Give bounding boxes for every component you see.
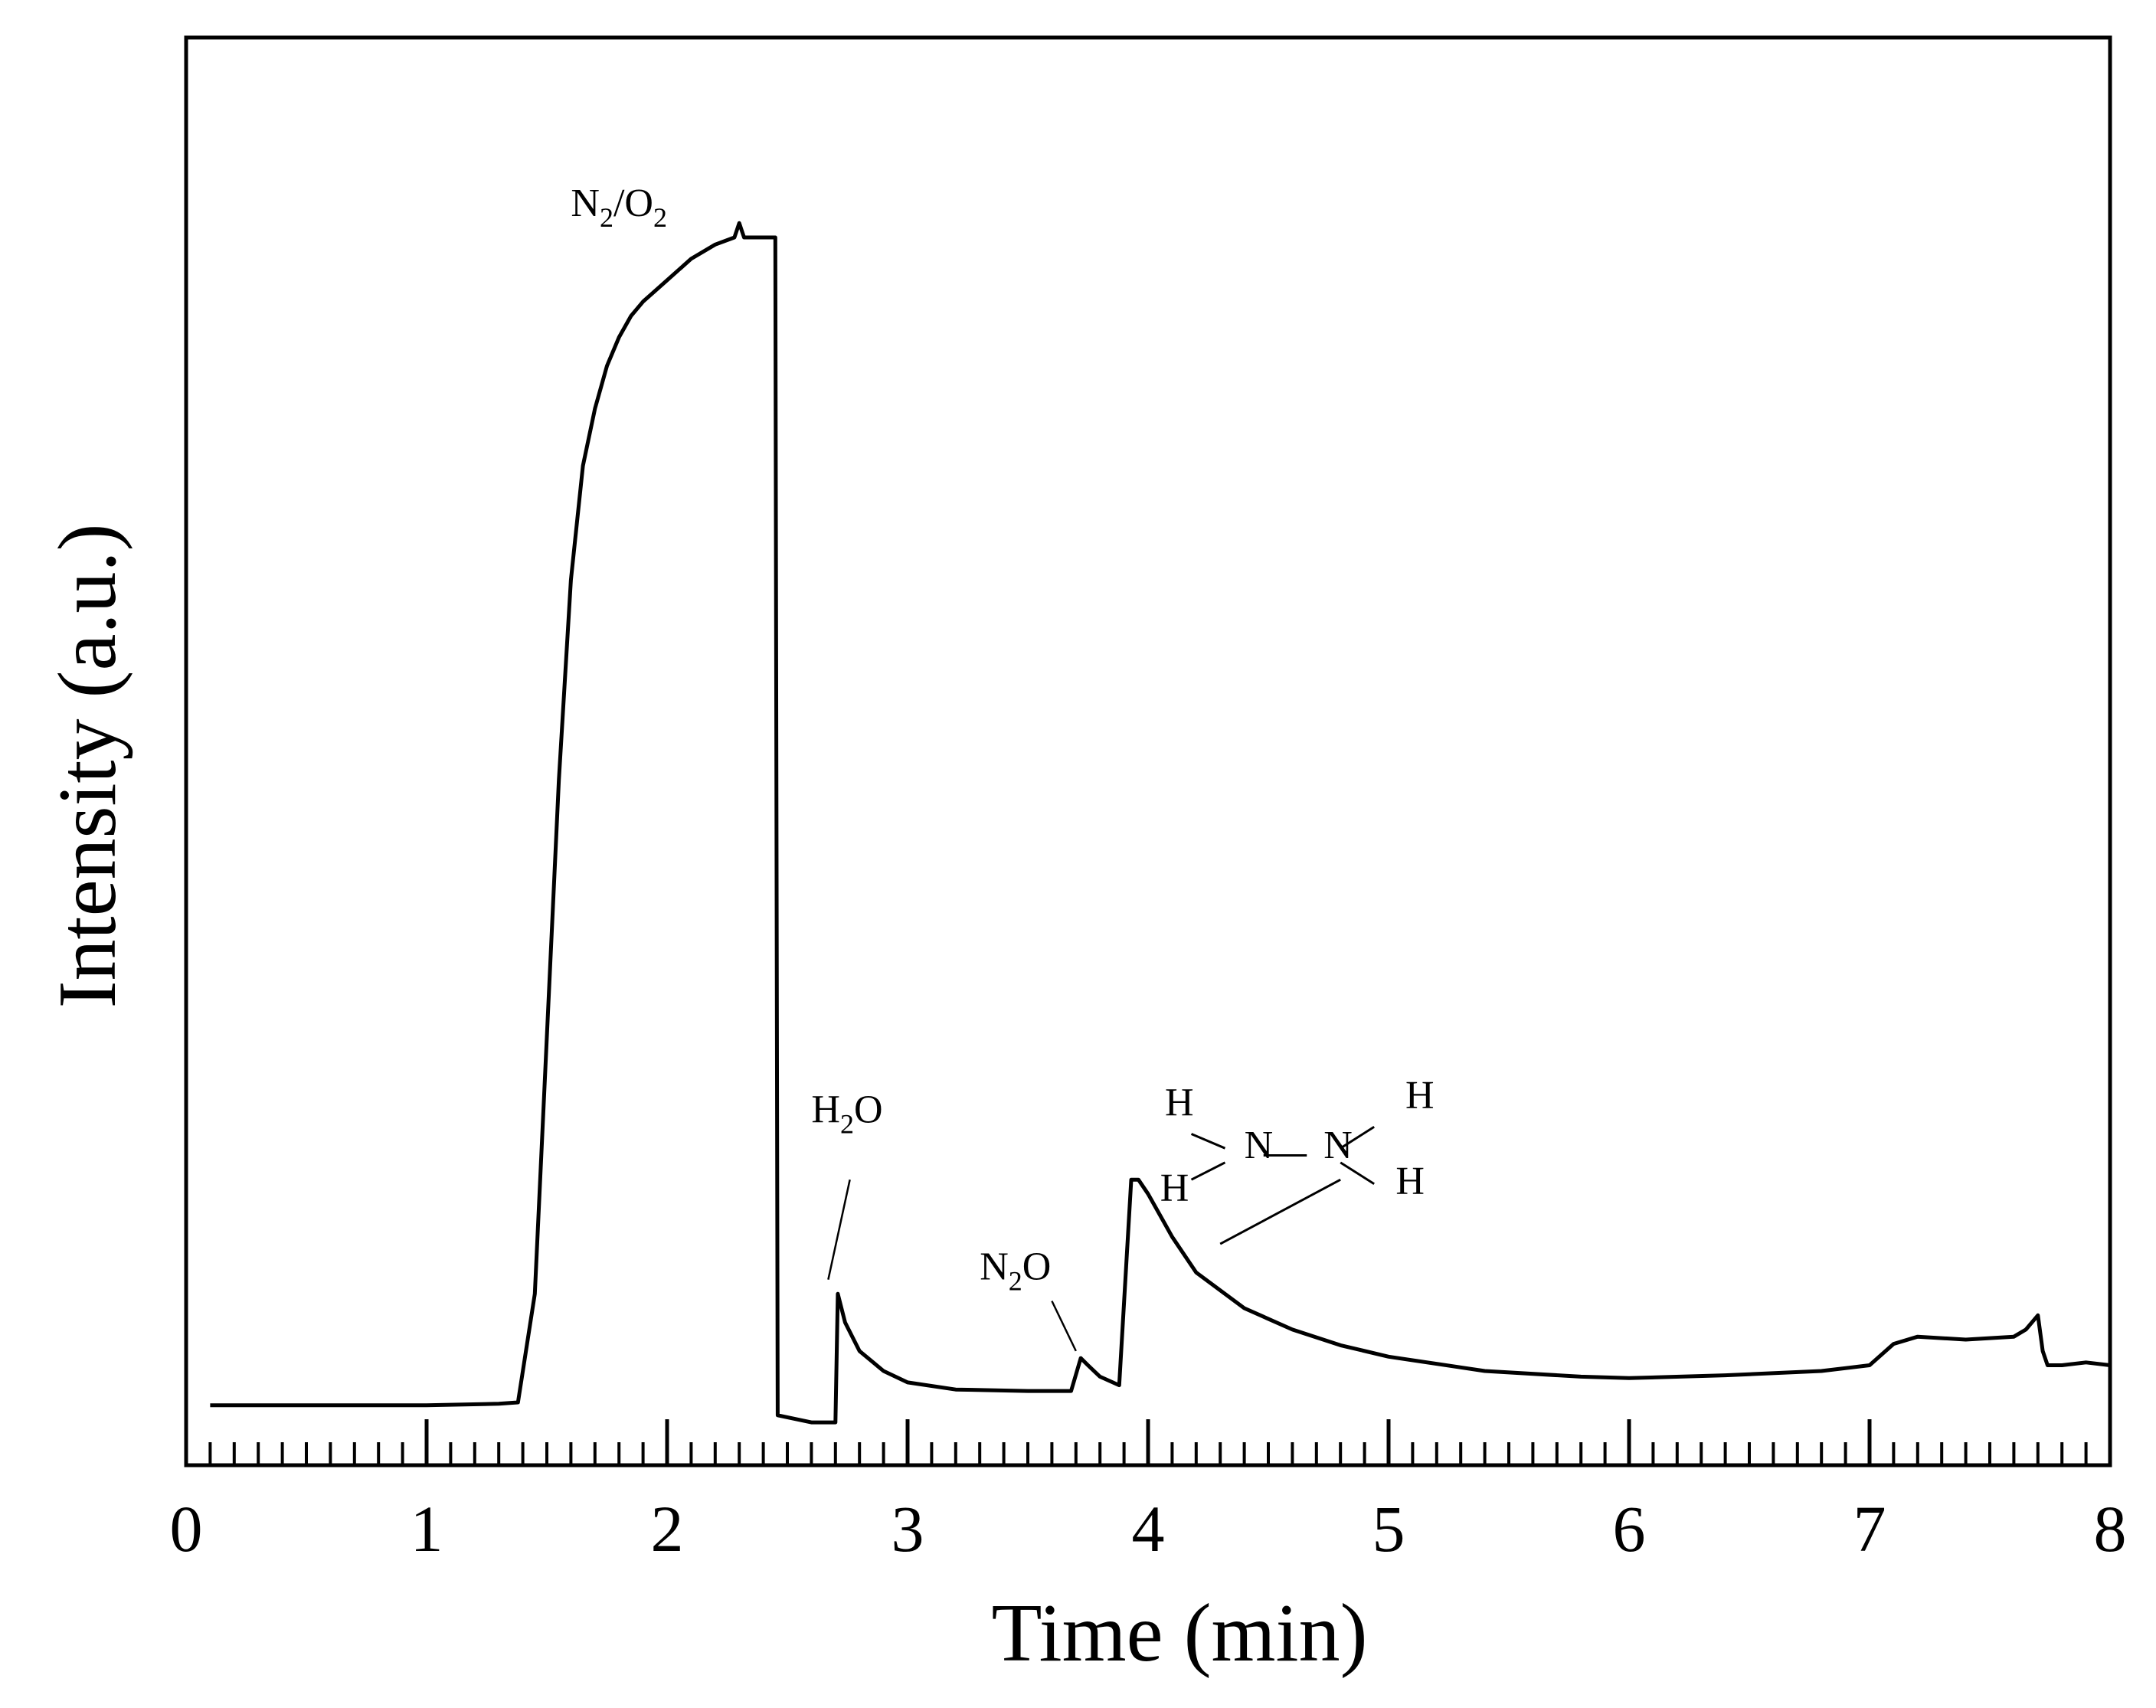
- annotation-label: H: [1395, 1160, 1425, 1203]
- hydrazine-bond: [1219, 1178, 1341, 1245]
- annotation-pointer: [827, 1179, 851, 1280]
- annotation-label: H: [1160, 1166, 1189, 1210]
- annotation-pointer: [1051, 1301, 1077, 1352]
- x-tick-label: 8: [2094, 1492, 2127, 1566]
- plot-frame: [184, 35, 2112, 1468]
- x-axis-ticks: [184, 1419, 2112, 1465]
- hydrazine-bond: [1340, 1161, 1375, 1186]
- y-axis-title: Intensity (a.u.): [42, 524, 133, 1009]
- annotation-label: N2O: [980, 1245, 1051, 1297]
- hydrazine-bond: [1190, 1133, 1226, 1150]
- x-tick-label: 0: [170, 1492, 203, 1566]
- annotation-label: N: [1323, 1124, 1353, 1167]
- x-tick-label: 4: [1132, 1492, 1165, 1566]
- hydrazine-bond: [1190, 1161, 1226, 1181]
- x-axis-title: Time (min): [991, 1588, 1367, 1679]
- x-tick-label: 6: [1613, 1492, 1646, 1566]
- annotation-label: H: [1405, 1074, 1435, 1117]
- annotation-label: N: [1245, 1124, 1274, 1167]
- x-tick-label: 1: [411, 1492, 443, 1566]
- annotation-label: H2O: [811, 1088, 882, 1140]
- annotation-label: N2/O2: [571, 182, 667, 233]
- series-line: [210, 221, 2111, 1425]
- x-axis-tick-labels: 0 1 2 3 4 5 6 7 8: [170, 1492, 2127, 1566]
- x-tick-label: 2: [651, 1492, 684, 1566]
- x-tick-label: 5: [1372, 1492, 1405, 1566]
- x-tick-label: 7: [1853, 1492, 1886, 1566]
- x-tick-label: 3: [892, 1492, 924, 1566]
- annotation-label: H: [1165, 1081, 1194, 1124]
- hydrazine-bond: [1340, 1125, 1375, 1150]
